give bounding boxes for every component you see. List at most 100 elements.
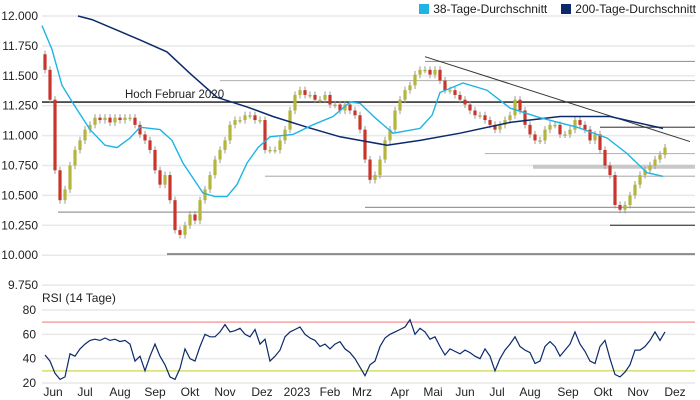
price-tick-label: 10.000 <box>1 248 38 262</box>
candle-body <box>318 99 322 102</box>
candle-body <box>488 120 492 125</box>
candle-body <box>558 124 562 135</box>
x-tick-label: Nov <box>627 385 648 399</box>
candle-body <box>533 134 537 141</box>
candle-body <box>293 94 297 111</box>
candle-body <box>78 140 82 150</box>
candle-body <box>613 175 617 205</box>
x-tick-label: Okt <box>594 385 613 399</box>
candle-body <box>63 189 67 201</box>
price-tick-label: 11.500 <box>2 69 38 83</box>
candle-body <box>308 94 312 97</box>
candle-body <box>638 175 642 185</box>
candle-body <box>68 165 72 190</box>
candle-body <box>213 159 217 176</box>
rsi-tick-label: 20 <box>23 376 37 390</box>
x-tick-label: 2023 <box>284 385 311 399</box>
candle-body <box>503 120 507 125</box>
candle-body <box>223 140 227 150</box>
legend-swatch-ma38 <box>419 4 430 14</box>
rsi-tick-label: 60 <box>23 327 37 341</box>
candle-body <box>73 149 77 166</box>
chart-legend: 38-Tage-Durchschnitt 200-Tage-Durchschni… <box>419 2 696 16</box>
candle-body <box>138 124 142 135</box>
candle-body <box>528 124 532 135</box>
candle-body <box>83 129 87 141</box>
candle-body <box>408 85 412 91</box>
candle-body <box>243 115 247 121</box>
candle-body <box>633 184 637 196</box>
candle-body <box>348 104 352 111</box>
candle-body <box>578 120 582 125</box>
candle-body <box>498 124 502 130</box>
candle-body <box>518 99 522 111</box>
candle-body <box>398 99 402 111</box>
candle-body <box>643 170 647 176</box>
legend-label-ma200: 200-Tage-Durchschnitt <box>575 2 696 16</box>
candle-body <box>128 117 132 120</box>
x-tick-label: Dez <box>664 385 685 399</box>
x-tick-label: Sep <box>144 385 166 399</box>
downtrend-line <box>424 56 691 143</box>
candle-body <box>208 175 212 190</box>
candle-body <box>178 230 182 235</box>
candle-body <box>453 90 457 95</box>
candle-body <box>438 69 442 81</box>
price-tick-label: 11.750 <box>2 39 38 53</box>
candle-body <box>323 94 327 100</box>
candle-body <box>43 54 47 70</box>
candle-body <box>298 90 302 95</box>
candle-body <box>48 69 52 100</box>
candle-body <box>403 90 407 100</box>
annotation-hoch-februar-2020: Hoch Februar 2020 <box>125 89 224 101</box>
rsi-tick-label: 80 <box>23 303 37 317</box>
candle-body <box>113 117 117 123</box>
candle-body <box>218 149 222 160</box>
candle-body <box>463 99 467 105</box>
x-tick-label: Jul <box>489 385 504 399</box>
candle-body <box>658 154 662 160</box>
candle-body <box>188 214 192 226</box>
x-tick-label: Aug <box>519 385 540 399</box>
price-tick-label: 9.750 <box>8 278 38 292</box>
legend-label-ma38: 38-Tage-Durchschnitt <box>433 2 548 16</box>
candle-body <box>373 175 377 180</box>
price-tick-label: 11.250 <box>2 99 38 113</box>
price-tick-label: 10.750 <box>1 159 38 173</box>
candle-body <box>173 200 177 231</box>
candle-body <box>663 147 667 155</box>
candle-body <box>593 134 597 141</box>
candle-body <box>278 140 282 150</box>
candle-body <box>263 120 267 150</box>
candle-body <box>443 80 447 91</box>
candle-body <box>88 124 92 130</box>
candle-body <box>148 140 152 150</box>
candle-body <box>598 134 602 150</box>
candle-body <box>53 99 57 171</box>
candle-body <box>343 104 347 111</box>
candle-body <box>508 115 512 121</box>
candle-body <box>418 69 422 75</box>
candle-body <box>623 204 627 210</box>
candle-body <box>108 117 112 123</box>
candle-body <box>378 159 382 176</box>
candle-body <box>313 94 317 100</box>
candle-body <box>583 124 587 130</box>
candle-body <box>563 134 567 136</box>
candle-body <box>103 117 107 121</box>
candle-body <box>523 110 527 125</box>
candle-body <box>258 120 262 122</box>
candle-body <box>143 134 147 141</box>
price-tick-label: 12.000 <box>1 9 38 23</box>
x-tick-label: Jun <box>455 385 474 399</box>
candle-body <box>58 170 62 201</box>
candle-body <box>233 120 237 125</box>
candle-body <box>383 140 387 160</box>
candle-body <box>153 149 157 171</box>
price-tick-label: 11.000 <box>2 129 38 143</box>
candle-body <box>193 214 197 221</box>
x-tick-label: Jun <box>43 385 62 399</box>
candle-body <box>273 149 277 152</box>
candle-body <box>328 94 332 105</box>
